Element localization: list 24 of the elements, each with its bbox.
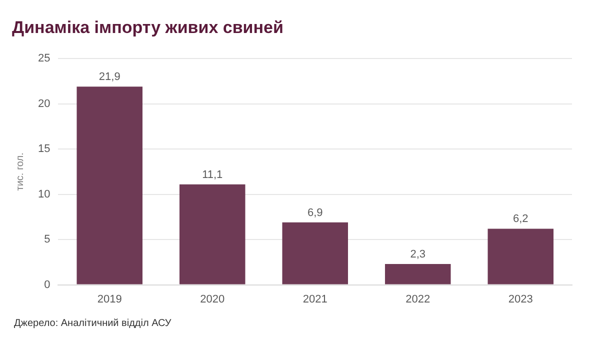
y-tick-label: 5 [44,234,50,246]
x-tick-label: 2019 [97,293,122,306]
data-label: 2,3 [410,248,426,261]
text: Джерело: Аналітичний відділ АСУ [14,318,172,329]
y-tick-label: 25 [38,52,50,65]
data-label: 6,2 [512,213,528,226]
chart-title: Динаміка імпорту живих свиней [12,18,284,38]
x-tick-label: 2023 [508,293,533,306]
y-tick-label: 10 [38,188,50,200]
y-tick-label: 0 [44,278,50,291]
y-tick-label: 15 [38,143,50,156]
bar [488,228,554,284]
data-label: 6,9 [307,206,323,219]
y-tick-label: 20 [38,98,50,110]
x-tick-label: 2022 [406,293,430,306]
data-label: 21,9 [98,71,120,84]
bar [384,264,451,284]
y-axis-title: тис. гол. [14,152,26,191]
x-tick-label: 2021 [302,293,328,306]
bar [76,86,142,284]
data-label: 11,1 [202,168,223,181]
bar [179,184,246,284]
bar [282,222,348,284]
x-tick-label: 2020 [200,293,225,306]
